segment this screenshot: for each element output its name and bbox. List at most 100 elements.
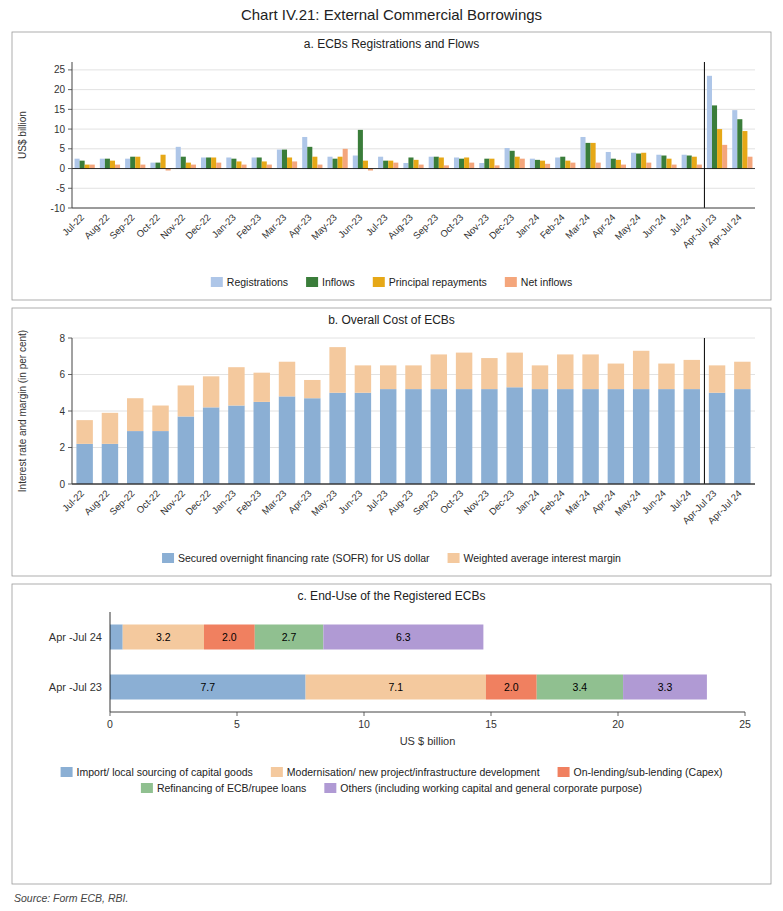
bar [161,155,166,169]
bar [697,165,702,169]
legend-label: Inflows [322,276,355,288]
bar [329,347,345,393]
bar [102,413,118,444]
bar [75,159,80,169]
bar [85,165,90,169]
x-tick-label: Aug-22 [82,488,111,517]
tick-mark [68,109,72,110]
grid-line [72,69,755,70]
panel-border [12,308,771,576]
data-label: 7.1 [388,681,403,693]
bars [76,347,750,484]
bar [312,157,317,169]
bar [434,157,439,169]
bar [254,402,270,484]
y-tick-label: 15 [54,104,66,115]
legend-swatch [271,767,283,777]
bar [734,389,750,484]
bar [327,157,332,169]
grid-line [72,338,755,339]
bar [464,157,469,168]
y-tick-label: 6 [59,369,65,380]
tick-mark [68,411,72,412]
x-tick-label: Jun-24 [640,212,668,240]
data-label: 7.7 [200,681,215,693]
bar [431,389,447,484]
legend-item: Registrations [211,276,288,288]
zero-line [72,484,755,485]
bar [656,155,661,169]
legend: RegistrationsInflowsPrincipal repayments… [211,276,572,288]
bar [623,675,707,700]
tick-mark [745,712,746,716]
bar [444,165,449,168]
tick-mark [68,338,72,339]
legend-swatch [61,767,73,777]
bar [532,389,548,484]
bar [557,354,573,389]
y-tick-label: 8 [59,333,65,344]
bar [505,148,510,169]
bar [358,130,363,169]
legend-item: Net inflows [505,276,572,288]
bar [565,161,570,169]
legend: Import/ local sourcing of capital goodsM… [61,766,723,794]
x-tick-label: 5 [234,718,240,730]
x-tick-label: Nov-23 [461,212,490,241]
bar [228,367,244,405]
grid-line [72,168,755,169]
x-tick-label: Apr-Jul 24 [705,212,743,250]
bar [682,155,687,169]
legend-swatch [211,277,223,287]
bar [456,389,472,484]
bar [479,163,484,169]
bar [636,154,641,169]
bar [439,157,444,168]
y-tick-label: 10 [54,124,66,135]
bar [152,406,168,432]
bar [570,163,575,169]
bar [454,157,459,168]
legend-item: Secured overnight financing rate (SOFR) … [162,552,430,564]
legend-item: Weighted average interest margin [448,552,622,564]
y-tick-label: 0 [59,479,65,490]
legend-swatch [558,767,570,777]
bar [203,407,219,484]
bar [279,362,295,397]
x-tick-label: May-23 [309,488,339,518]
tick-mark [68,208,72,209]
tick-mark [618,712,619,716]
x-tick-label: Feb-24 [538,212,567,241]
x-tick-label: Sep-22 [107,212,136,241]
y-tick-label: 0 [59,163,65,174]
bar [712,105,717,168]
bar [380,389,396,484]
chart-root: Chart IV.21: External Commercial Borrowi… [0,0,783,911]
legend-swatch [373,277,385,287]
x-tick-label: Jan-23 [210,488,238,516]
bar [304,398,320,484]
bar [431,354,447,389]
bar [456,353,472,390]
tick-mark [237,712,238,716]
bar [255,625,324,650]
x-tick-label: Mar-23 [259,488,288,517]
x-tick-label: Jun-23 [336,488,364,516]
bar [110,675,306,700]
x-axis-line [72,484,755,485]
bar [201,157,206,168]
bar [616,160,621,169]
bar [206,157,211,168]
x-tick-label: Mar-23 [259,212,288,241]
x-tick-label: 20 [612,718,624,730]
panel-1: 02468Jul-22Aug-22Sep-22Oct-22Nov-22Dec-2… [17,330,755,564]
bar [580,137,585,169]
grid-line [72,148,755,149]
bar [355,365,371,392]
data-label: 2.0 [504,681,519,693]
legend-swatch [141,783,153,793]
bar [333,159,338,169]
bar [707,76,712,169]
legend-label: Registrations [227,276,288,288]
bar [292,161,297,168]
